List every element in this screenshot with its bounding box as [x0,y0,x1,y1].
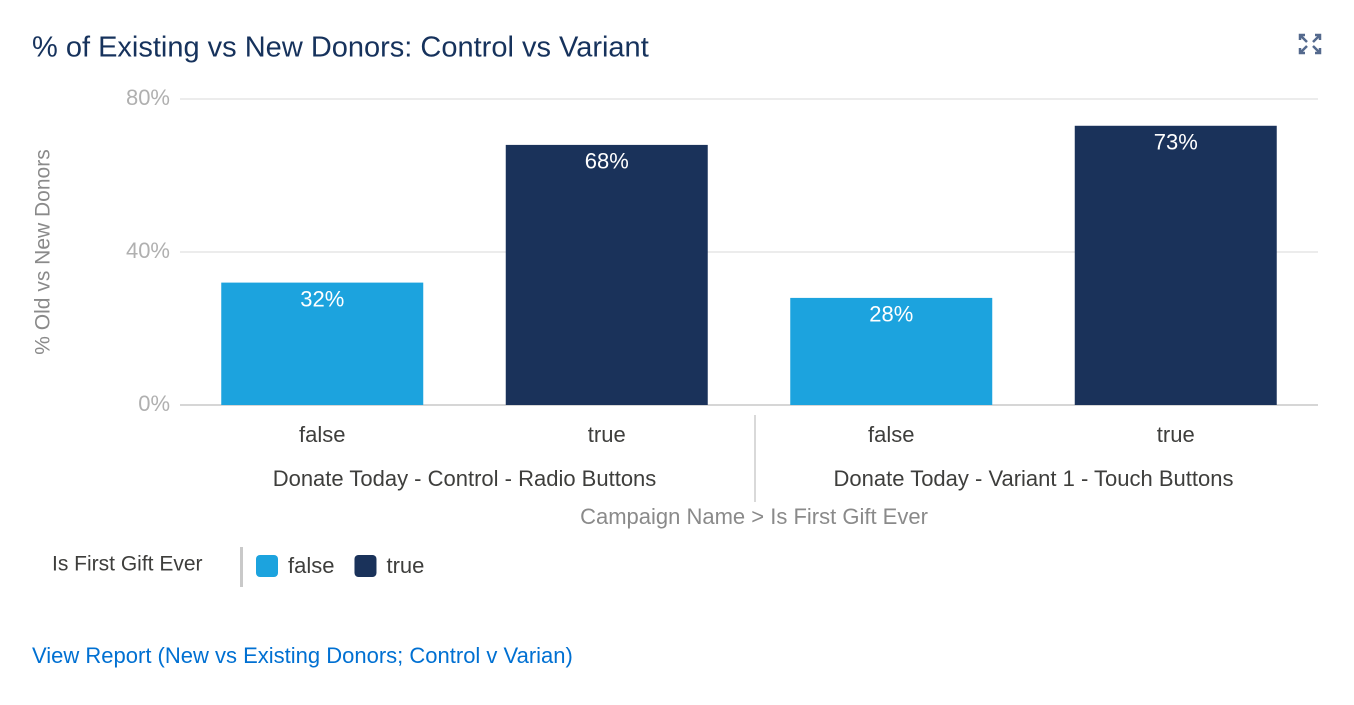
expand-icon[interactable] [1298,33,1322,55]
x-axis-title: Campaign Name > Is First Gift Ever [580,504,928,529]
x-tick-label: false [868,422,914,447]
bar [221,282,424,405]
legend-label: false [288,553,334,578]
legend-label: true [386,553,424,578]
legend-title: Is First Gift Ever [52,553,203,576]
x-tick-label: true [588,422,626,447]
y-tick-label: 0% [138,391,170,416]
view-report-link[interactable]: View Report (New vs Existing Donors; Con… [32,643,573,668]
chart-title: % of Existing vs New Donors: Control vs … [32,32,649,64]
legend-swatch [256,555,278,577]
legend-divider [240,547,243,587]
legend-swatch [354,555,377,577]
bar [1074,125,1277,406]
y-tick-label: 80% [126,85,170,110]
data-label: 73% [1154,130,1198,155]
x-group-label: Donate Today - Variant 1 - Touch Buttons [834,466,1234,491]
bar [505,144,708,405]
data-label: 68% [585,149,629,174]
y-axis-title: % Old vs New Donors [32,149,55,354]
bar [790,297,993,405]
data-label: 32% [300,286,344,311]
data-label: 28% [869,302,913,327]
x-tick-label: true [1157,422,1195,447]
x-tick-label: false [299,422,345,447]
y-tick-label: 40% [126,238,170,263]
x-group-label: Donate Today - Control - Radio Buttons [273,466,657,491]
